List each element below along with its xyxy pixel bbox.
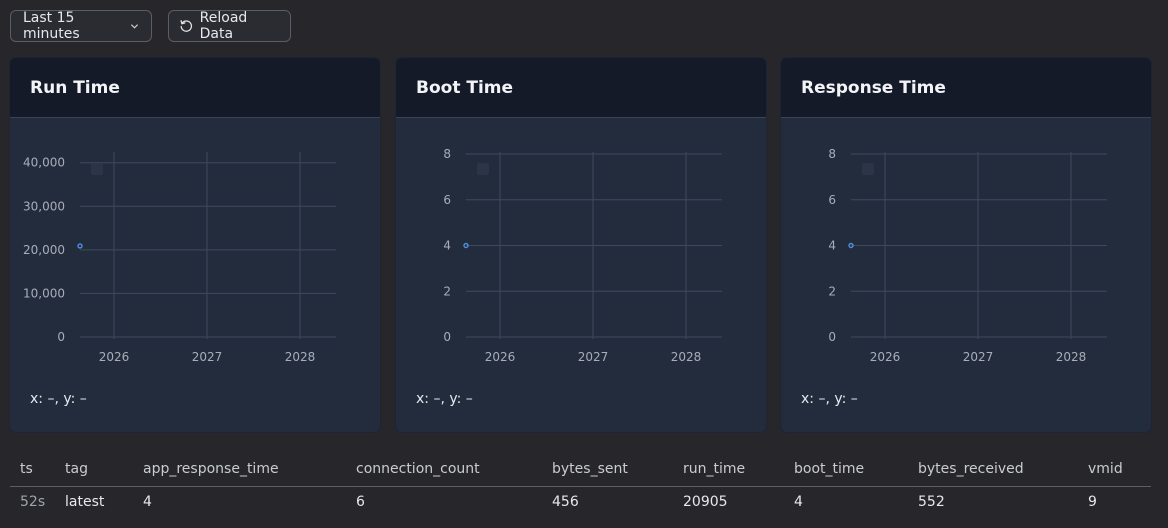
legend-marker (477, 163, 489, 175)
time-range-label: Last 15 minutes (23, 10, 80, 42)
y-tick-label: 8 (828, 147, 836, 161)
y-tick-label: 10,000 (23, 286, 65, 300)
panel-response-time: Response Time 0 2 4 6 8 2026 2027 2028 x: –, y:… (781, 58, 1151, 432)
reload-data-label: Reload Data (199, 10, 248, 42)
cell-bytes-sent: 456 (552, 494, 579, 510)
response-time-chart[interactable]: 0 2 4 6 8 2026 2027 2028 (781, 118, 1151, 378)
toolbar: Last 15 minutes Reload Data (10, 10, 291, 42)
y-tick-label: 20,000 (23, 243, 65, 257)
column-header-ts[interactable]: ts (10, 452, 65, 487)
cursor-readout: x: –, y: – (30, 391, 87, 407)
y-tick-label: 8 (443, 147, 451, 161)
reload-data-button[interactable]: Reload Data (168, 10, 291, 42)
reload-icon (180, 20, 193, 32)
x-tick-label: 2028 (671, 350, 702, 364)
legend-marker (862, 163, 874, 175)
x-tick-label: 2027 (578, 350, 609, 364)
column-header-vmid[interactable]: vmid (1088, 452, 1151, 487)
cell-ts: 52s (20, 494, 46, 510)
cell-connection-count: 6 (356, 494, 365, 510)
cell-app-response-time: 4 (143, 494, 152, 510)
cursor-readout: x: –, y: – (416, 391, 473, 407)
x-tick-label: 2026 (99, 350, 130, 364)
x-tick-label: 2026 (870, 350, 901, 364)
y-tick-label: 0 (57, 330, 65, 344)
y-tick-label: 6 (828, 193, 836, 207)
cell-tag: latest (65, 494, 105, 510)
column-header-boot-time[interactable]: boot_time (794, 452, 918, 487)
y-tick-label: 2 (443, 284, 451, 298)
cursor-readout: x: –, y: – (801, 391, 858, 407)
y-tick-label: 4 (443, 239, 451, 253)
column-header-app-response-time[interactable]: app_response_time (143, 452, 356, 487)
y-tick-label: 30,000 (23, 199, 65, 213)
y-tick-label: 6 (443, 193, 451, 207)
x-tick-label: 2028 (1056, 350, 1087, 364)
data-point[interactable] (848, 242, 854, 249)
table-header-row: ts tag app_response_time connection_coun… (10, 452, 1151, 487)
x-tick-label: 2027 (192, 350, 223, 364)
panel-title: Response Time (781, 58, 1151, 118)
y-tick-label: 0 (443, 330, 451, 344)
x-tick-label: 2027 (963, 350, 994, 364)
column-header-bytes-sent[interactable]: bytes_sent (552, 452, 683, 487)
y-tick-label: 2 (828, 284, 836, 298)
cell-boot-time: 4 (794, 494, 803, 510)
y-tick-label: 40,000 (23, 156, 65, 170)
cell-vmid: 9 (1088, 494, 1097, 510)
run-time-chart[interactable]: 0 10,000 20,000 30,000 40,000 2026 2027 2028 (10, 118, 380, 378)
x-tick-label: 2028 (285, 350, 316, 364)
column-header-bytes-received[interactable]: bytes_received (918, 452, 1088, 487)
panel-boot-time: Boot Time 0 2 4 6 8 2026 2027 2028 x: –, y: – (396, 58, 766, 432)
column-header-connection-count[interactable]: connection_count (356, 452, 552, 487)
panel-run-time: Run Time 0 10,000 20,000 30,000 40,000 2026 20… (10, 58, 380, 432)
metrics-table: ts tag app_response_time connection_coun… (10, 452, 1151, 517)
cell-run-time: 20905 (683, 494, 728, 510)
legend-marker (91, 163, 103, 175)
boot-time-chart[interactable]: 0 2 4 6 8 2026 2027 2028 (396, 118, 766, 378)
time-range-dropdown[interactable]: Last 15 minutes (10, 10, 152, 42)
panel-title: Run Time (10, 58, 380, 118)
column-header-run-time[interactable]: run_time (683, 452, 794, 487)
cell-bytes-received: 552 (918, 494, 945, 510)
y-tick-label: 0 (828, 330, 836, 344)
x-tick-label: 2026 (485, 350, 516, 364)
column-header-tag[interactable]: tag (65, 452, 143, 487)
table-row[interactable]: 52s latest 4 6 456 20905 4 552 9 (10, 487, 1151, 518)
chevron-down-icon (130, 24, 139, 29)
data-point[interactable] (463, 242, 469, 249)
panel-title: Boot Time (396, 58, 766, 118)
data-point[interactable] (77, 243, 83, 249)
y-tick-label: 4 (828, 239, 836, 253)
